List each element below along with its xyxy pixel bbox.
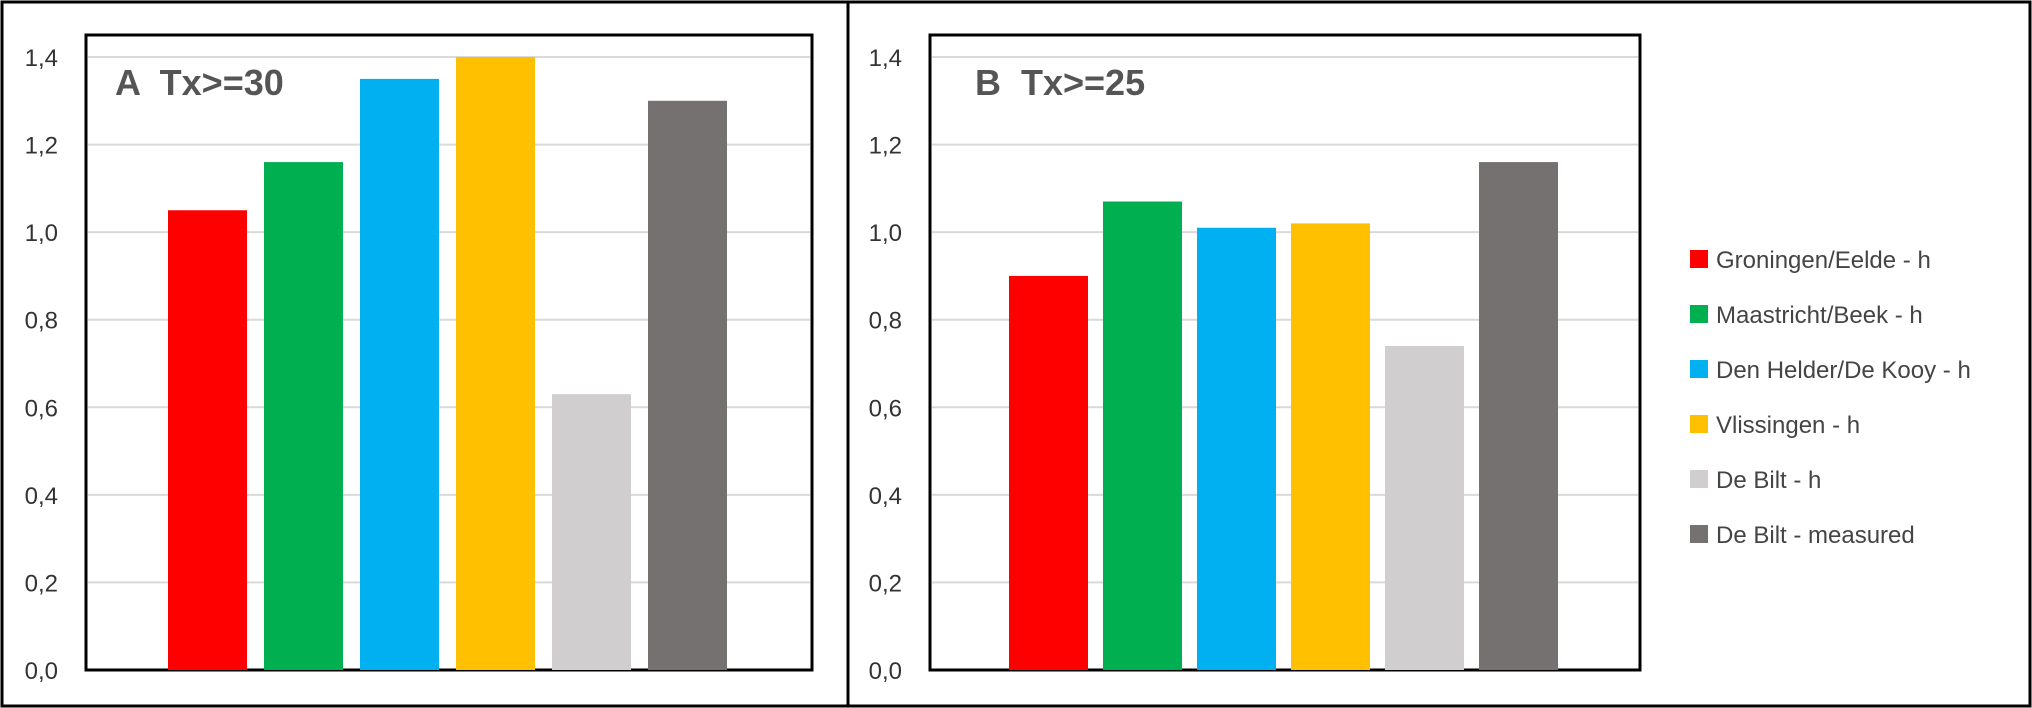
legend-swatch	[1690, 250, 1708, 268]
panel-b-y-tick-label: 0,0	[869, 658, 902, 685]
panel-a-bar-6	[648, 100, 727, 671]
panel-b-bars	[1009, 162, 1558, 671]
legend-label: De Bilt - measured	[1716, 522, 1915, 549]
panel-b-y-tick-label: 0,8	[869, 308, 902, 335]
panel-a-y-tick-label: 1,0	[25, 220, 58, 247]
panel-a-bar-5	[552, 394, 631, 670]
panel-b-y-tick-label: 0,6	[869, 395, 902, 422]
panel-a-y-tick-label: 0,8	[25, 308, 58, 335]
panel-a-y-tick-label: 0,0	[25, 658, 58, 685]
panel-b-y-tick-label: 1,2	[869, 133, 902, 160]
panel-a-y-tick-label: 0,2	[25, 570, 58, 597]
panel-a: 0,0 0,2 0,4 0,6 0,8 1,0 1,2 1,4 A Tx>=30	[25, 33, 814, 685]
panel-b-bar-5	[1385, 345, 1464, 670]
legend: Groningen/Eelde - h Maastricht/Beek - h De…	[1690, 247, 1971, 549]
panel-a-y-axis: 0,0 0,2 0,4 0,6 0,8 1,0 1,2 1,4	[25, 45, 58, 685]
legend-swatch	[1690, 360, 1708, 378]
panel-a-y-tick-label: 1,2	[25, 133, 58, 160]
legend-label: Den Helder/De Kooy - h	[1716, 357, 1971, 384]
legend-label: Groningen/Eelde - h	[1716, 247, 1931, 274]
legend-swatch	[1690, 470, 1708, 488]
legend-label: De Bilt - h	[1716, 467, 1821, 494]
legend-swatch	[1690, 415, 1708, 433]
legend-label: Vlissingen - h	[1716, 412, 1860, 439]
legend-swatch	[1690, 525, 1708, 543]
panel-a-bars	[168, 57, 727, 671]
panel-a-title: A Tx>=30	[115, 62, 284, 103]
panel-a-y-tick-label: 0,4	[25, 483, 58, 510]
panel-b: 0,0 0,2 0,4 0,6 0,8 1,0 1,2 1,4 B Tx>=25	[869, 33, 1642, 685]
panel-b-title: B Tx>=25	[975, 62, 1145, 103]
panel-b-bar-3	[1197, 227, 1276, 670]
panel-b-bar-4	[1291, 223, 1370, 670]
panel-a-bar-4	[456, 57, 535, 670]
legend-swatch	[1690, 305, 1708, 323]
panel-a-bar-2	[264, 162, 343, 671]
panel-b-bar-6	[1479, 162, 1558, 671]
panel-b-plot-frame	[928, 33, 1642, 672]
panel-a-plot-frame	[84, 33, 814, 672]
panel-b-y-tick-label: 0,4	[869, 483, 902, 510]
panel-a-bar-3	[360, 78, 439, 670]
panel-b-y-axis: 0,0 0,2 0,4 0,6 0,8 1,0 1,2 1,4	[869, 45, 902, 685]
panel-b-y-tick-label: 0,2	[869, 570, 902, 597]
panel-b-bar-2	[1103, 201, 1182, 670]
panel-b-y-tick-label: 1,4	[869, 45, 902, 72]
panel-a-y-tick-label: 1,4	[25, 45, 58, 72]
legend-label: Maastricht/Beek - h	[1716, 302, 1923, 329]
panel-b-bar-1	[1009, 275, 1088, 670]
panel-b-y-tick-label: 1,0	[869, 220, 902, 247]
panel-a-bar-1	[168, 210, 247, 670]
panel-a-y-tick-label: 0,6	[25, 395, 58, 422]
